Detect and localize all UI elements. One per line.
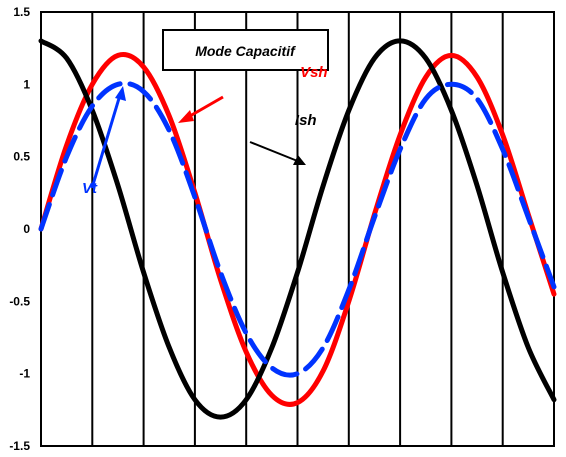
series-line-vt [38,80,557,378]
y-tick-label: 0 [23,222,30,236]
series-line-vsh [38,52,557,407]
arrowhead-ish [293,155,306,165]
y-tick-labels: 1.5 1 0.5 0 -0.5 -1 -1.5 [9,5,30,453]
arrowhead-vt [115,86,126,101]
series-lines [38,38,557,420]
y-tick-label: -1 [19,367,30,381]
arrow-vt [90,94,122,189]
annotation-vt: Vt [82,180,98,197]
arrowhead-vsh [178,110,194,123]
title-box [162,29,329,71]
y-tick-label: -0.5 [9,294,30,308]
y-tick-label: 0.5 [13,150,30,164]
y-tick-label: 1.5 [13,5,30,19]
y-tick-label: -1.5 [9,439,30,453]
arrow-ish [249,141,301,163]
annotation-vsh: Vsh [300,64,328,81]
y-tick-label: 1 [23,77,30,91]
annotations: Vsh Ish Vt [82,64,328,197]
annotation-ish: Ish [295,112,317,129]
series-line-ish [38,38,557,420]
chart-title: Mode Capacitif [195,43,296,59]
